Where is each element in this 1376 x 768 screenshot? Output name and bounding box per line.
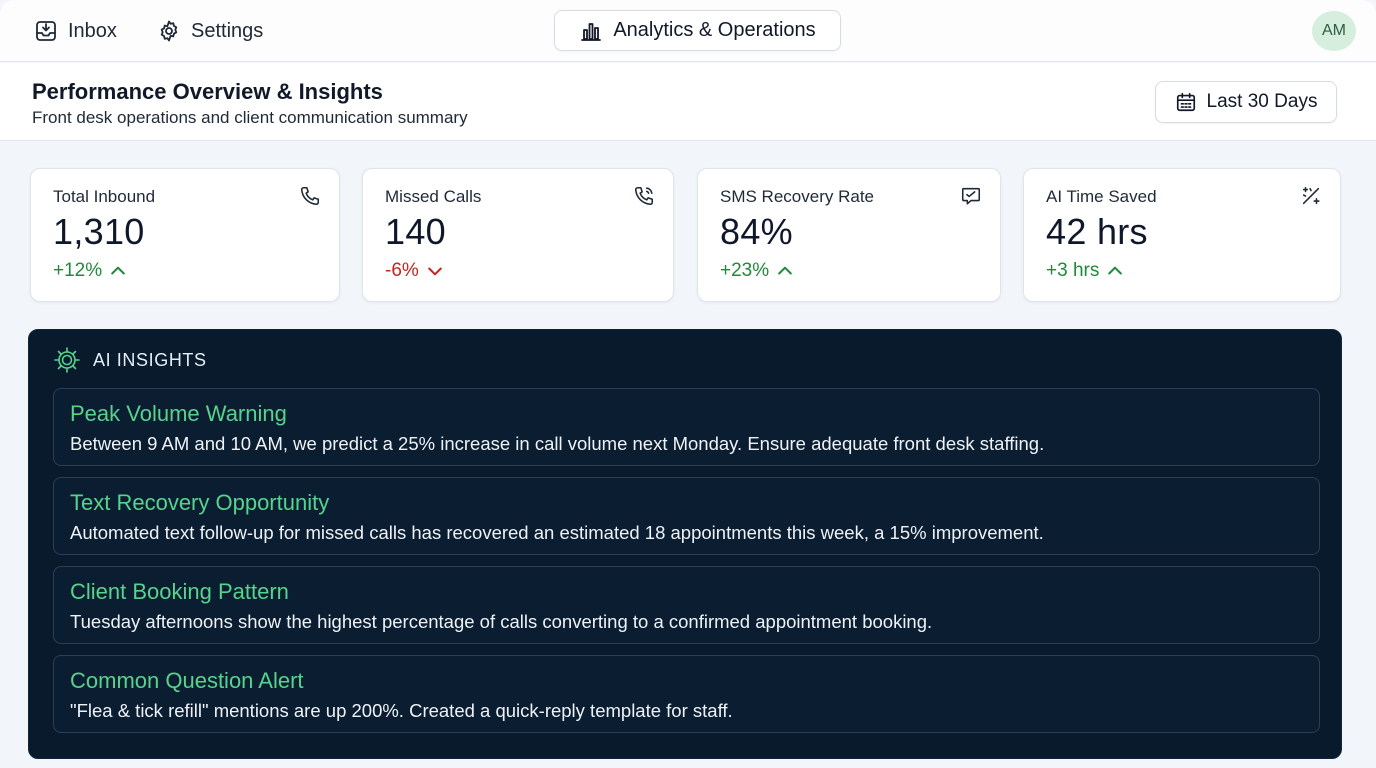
chevron-up-icon — [1108, 266, 1123, 275]
sparkle-icon — [1302, 186, 1320, 205]
kpi-value: 84% — [720, 211, 793, 252]
ai-brain-icon — [54, 347, 80, 373]
nav-inbox[interactable]: Inbox — [34, 16, 117, 46]
insight-body: "Flea & tick refill" mentions are up 200… — [70, 700, 733, 721]
nav-inbox-label: Inbox — [68, 19, 117, 42]
chevron-down-icon — [427, 267, 442, 276]
insight-card[interactable]: Common Question Alert "Flea & tick refil… — [53, 655, 1320, 733]
date-range-label: Last 30 Days — [1206, 91, 1318, 112]
insight-body: Between 9 AM and 10 AM, we predict a 25%… — [70, 433, 1045, 454]
nav-analytics-label: Analytics & Operations — [613, 19, 816, 41]
page-subtitle: Front desk operations and client communi… — [32, 108, 468, 127]
kpi-value: 42 hrs — [1046, 211, 1148, 252]
kpi-delta: +3 hrs — [1046, 260, 1125, 282]
insight-card[interactable]: Client Booking Pattern Tuesday afternoon… — [53, 566, 1320, 644]
phone-missed-icon — [634, 186, 654, 206]
chevron-up-icon — [111, 266, 125, 275]
calendar-icon — [1176, 92, 1195, 112]
kpi-delta: -6% — [385, 260, 445, 282]
insight-title: Client Booking Pattern — [70, 579, 289, 604]
kpi-card-ai-time-saved: AI Time Saved 42 hrs +3 hrs — [1023, 168, 1341, 302]
kpi-delta: +23% — [720, 260, 795, 282]
ai-insights-header: AI INSIGHTS — [53, 346, 207, 374]
inbox-icon — [36, 21, 56, 41]
page-header: Performance Overview & Insights Front de… — [0, 63, 1376, 141]
date-range-button[interactable]: Last 30 Days — [1155, 81, 1337, 123]
ai-insights-panel: AI INSIGHTS Peak Volume Warning Between … — [28, 329, 1342, 759]
insight-card[interactable]: Text Recovery Opportunity Automated text… — [53, 477, 1320, 555]
insight-body: Tuesday afternoons show the highest perc… — [70, 611, 933, 632]
kpi-label: Total Inbound — [53, 187, 156, 206]
kpi-delta: +12% — [53, 260, 128, 282]
page-title: Performance Overview & Insights — [32, 79, 383, 104]
phone-icon — [300, 186, 320, 206]
gear-icon — [160, 20, 178, 42]
insight-body: Automated text follow-up for missed call… — [70, 522, 1044, 543]
insight-title: Peak Volume Warning — [70, 401, 287, 426]
message-icon — [961, 187, 981, 205]
kpi-card-total-inbound: Total Inbound 1,310 +12% — [30, 168, 340, 302]
insight-title: Common Question Alert — [70, 668, 304, 693]
chevron-up-icon — [778, 266, 792, 275]
user-avatar[interactable]: AM — [1312, 11, 1356, 51]
kpi-value: 1,310 — [53, 211, 145, 252]
kpi-delta-text: -6% — [385, 260, 419, 281]
kpi-value: 140 — [385, 211, 446, 252]
insight-title: Text Recovery Opportunity — [70, 490, 330, 515]
kpi-delta-text: +12% — [53, 260, 103, 281]
insight-card[interactable]: Peak Volume Warning Between 9 AM and 10 … — [53, 388, 1320, 466]
nav-settings[interactable]: Settings — [157, 16, 263, 46]
nav-settings-label: Settings — [191, 19, 264, 42]
kpi-card-missed-calls: Missed Calls 140 -6% — [362, 168, 674, 302]
ai-insights-title: AI INSIGHTS — [93, 349, 207, 370]
kpi-label: Missed Calls — [385, 187, 482, 206]
kpi-card-sms-recovery: SMS Recovery Rate 84% +23% — [697, 168, 1001, 302]
kpi-delta-text: +23% — [720, 260, 770, 281]
kpi-label: SMS Recovery Rate — [720, 187, 874, 206]
top-navigation: Inbox Settings Analytics & Operations AM — [0, 0, 1376, 62]
kpi-label: AI Time Saved — [1046, 187, 1157, 206]
bar-chart-icon — [581, 22, 602, 41]
kpi-delta-text: +3 hrs — [1046, 260, 1100, 281]
nav-analytics-tab[interactable]: Analytics & Operations — [554, 10, 841, 51]
